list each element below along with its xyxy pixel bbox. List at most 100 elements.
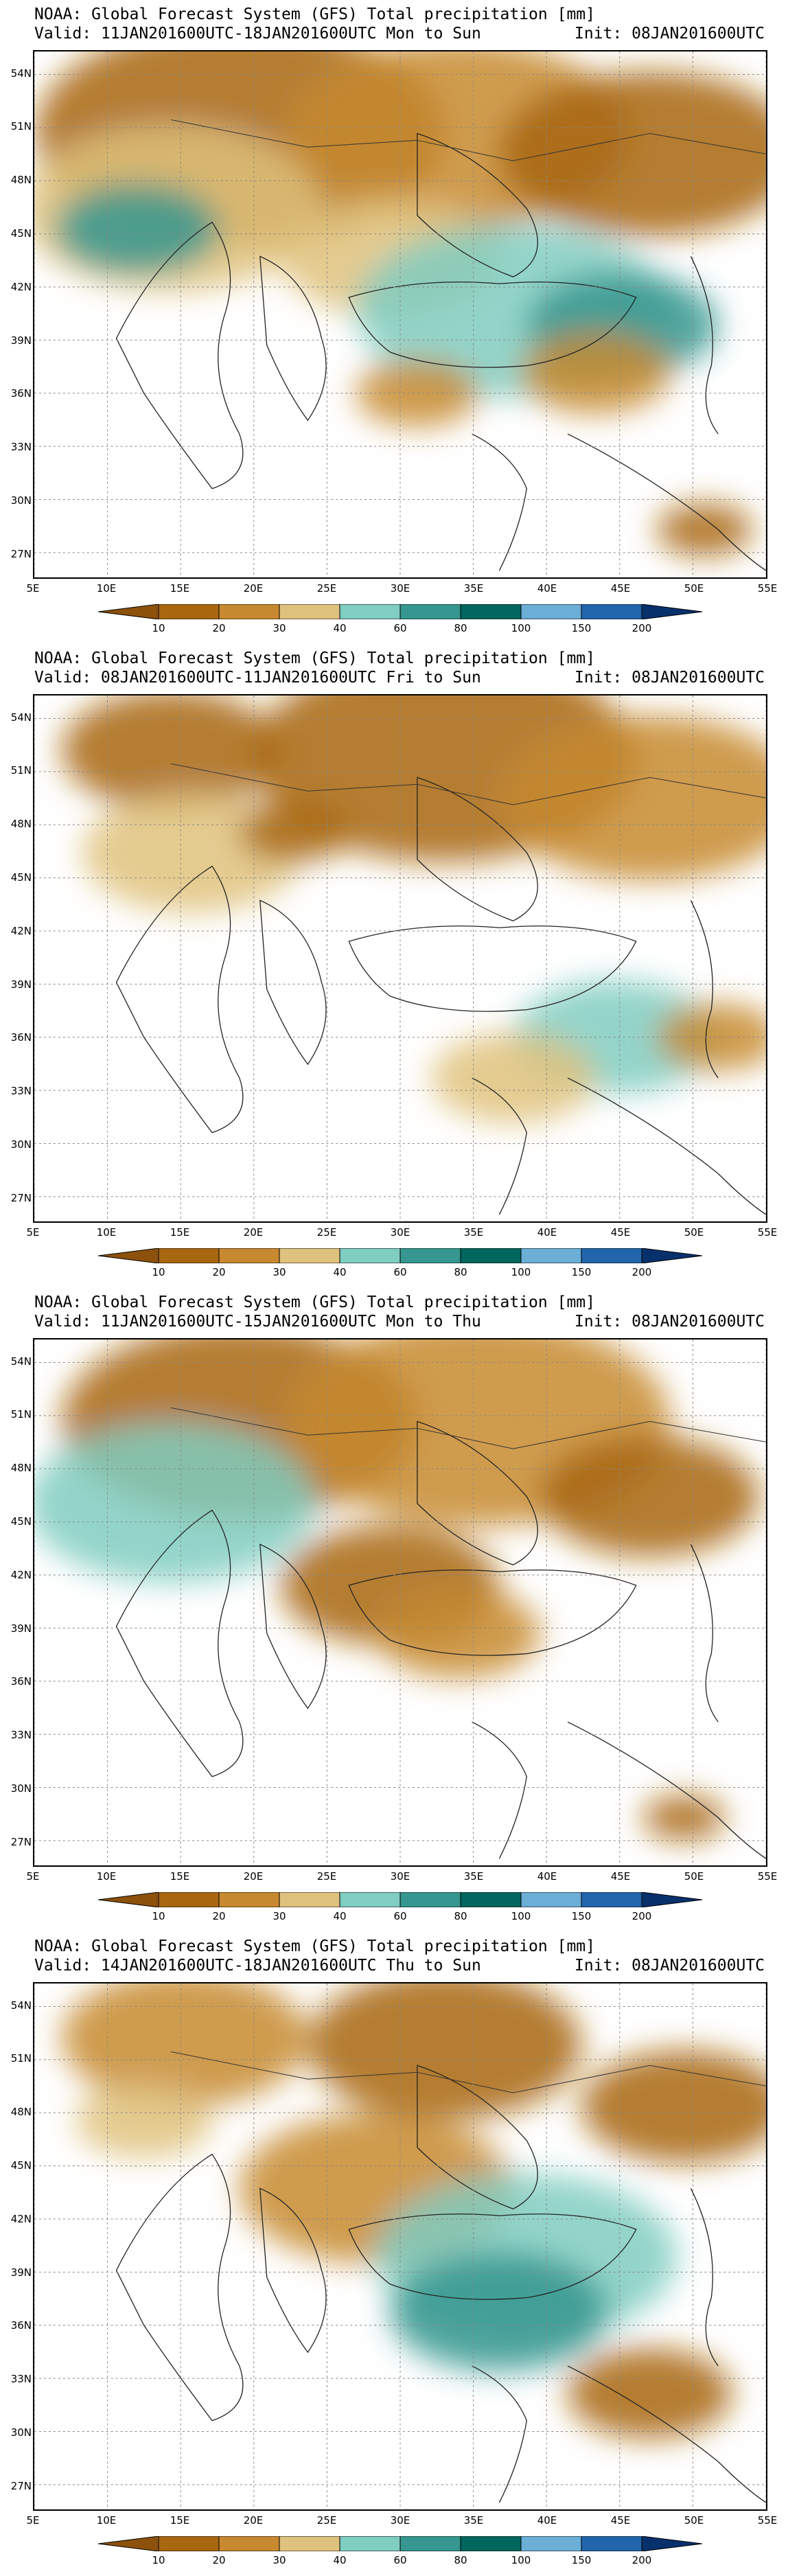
latitude-tick-label: 39N <box>10 1622 32 1635</box>
colorbar-label: 40 <box>333 1910 347 1922</box>
longitude-tick-label: 50E <box>684 1870 704 1883</box>
colorbar-label: 20 <box>212 622 226 634</box>
panel-init-time: Init: 08JAN201600UTC <box>575 1313 765 1331</box>
latitude-tick-label: 36N <box>10 387 32 400</box>
longitude-tick-label: 30E <box>390 582 410 595</box>
panel-title: NOAA: Global Forecast System (GFS) Total… <box>34 5 595 23</box>
colorbar-labels: 10 20 30 40 60 80 100 150 200 <box>0 622 788 636</box>
colorbar-label: 100 <box>511 1910 531 1922</box>
panel-init-time: Init: 08JAN201600UTC <box>575 669 765 687</box>
latitude-tick-label: 36N <box>10 2319 32 2332</box>
colorbar-label: 100 <box>511 2554 531 2566</box>
latitude-tick-label: 33N <box>10 1085 32 1098</box>
longitude-tick-label: 40E <box>537 2514 557 2527</box>
longitude-tick-label: 5E <box>26 582 40 595</box>
longitude-tick-label: 40E <box>537 582 557 595</box>
longitude-tick-label: 50E <box>684 582 704 595</box>
longitude-tick-label: 55E <box>757 582 778 595</box>
longitude-tick-label: 40E <box>537 1870 557 1883</box>
precipitation-colorbar <box>97 1247 703 1264</box>
longitude-tick-label: 55E <box>757 2514 778 2527</box>
latitude-tick-label: 51N <box>10 1408 32 1421</box>
longitude-tick-label: 55E <box>757 1870 778 1883</box>
longitude-tick-label: 35E <box>463 2514 484 2527</box>
longitude-tick-label: 40E <box>537 1226 557 1239</box>
precipitation-colorbar <box>97 2535 703 2552</box>
latitude-tick-label: 42N <box>10 280 32 293</box>
precipitation-map <box>33 1982 767 2511</box>
longitude-tick-label: 15E <box>170 2514 190 2527</box>
longitude-tick-label: 45E <box>610 1870 631 1883</box>
colorbar-labels: 10 20 30 40 60 80 100 150 200 <box>0 2554 788 2568</box>
colorbar-label: 200 <box>631 622 652 634</box>
longitude-tick-label: 10E <box>96 2514 117 2527</box>
colorbar-label: 200 <box>631 2554 652 2566</box>
longitude-tick-label: 45E <box>610 2514 631 2527</box>
precipitation-colorbar <box>97 603 703 620</box>
latitude-tick-label: 51N <box>10 2052 32 2065</box>
longitude-tick-label: 35E <box>463 582 484 595</box>
latitude-tick-label: 54N <box>10 1355 32 1368</box>
longitude-tick-label: 20E <box>243 2514 264 2527</box>
panel-title: NOAA: Global Forecast System (GFS) Total… <box>34 1293 595 1311</box>
latitude-tick-label: 45N <box>10 227 32 240</box>
longitude-tick-label: 25E <box>316 2514 337 2527</box>
longitude-tick-label: 30E <box>390 2514 410 2527</box>
longitude-tick-label: 10E <box>96 1226 117 1239</box>
longitude-tick-label: 20E <box>243 582 264 595</box>
latitude-tick-label: 27N <box>10 1191 32 1204</box>
panel-title: NOAA: Global Forecast System (GFS) Total… <box>34 649 595 667</box>
longitude-tick-label: 45E <box>610 1226 631 1239</box>
colorbar-label: 60 <box>393 1266 407 1278</box>
colorbar-label: 60 <box>393 2554 407 2566</box>
colorbar-label: 80 <box>454 1910 467 1922</box>
latitude-tick-label: 45N <box>10 1515 32 1528</box>
colorbar-label: 20 <box>212 1266 226 1278</box>
longitude-tick-label: 45E <box>610 582 631 595</box>
panel-title: NOAA: Global Forecast System (GFS) Total… <box>34 1937 595 1955</box>
latitude-tick-label: 33N <box>10 2373 32 2386</box>
longitude-tick-label: 35E <box>463 1870 484 1883</box>
longitude-tick-label: 10E <box>96 582 117 595</box>
panel-valid-range: Valid: 11JAN201600UTC-18JAN201600UTC Mon… <box>34 25 481 43</box>
latitude-tick-label: 48N <box>10 818 32 831</box>
latitude-tick-label: 30N <box>10 1138 32 1151</box>
latitude-tick-label: 33N <box>10 441 32 454</box>
longitude-tick-label: 50E <box>684 2514 704 2527</box>
colorbar-label: 10 <box>152 2554 165 2566</box>
colorbar-label: 100 <box>511 1266 531 1278</box>
latitude-tick-label: 54N <box>10 711 32 724</box>
latitude-tick-label: 51N <box>10 764 32 777</box>
latitude-tick-label: 27N <box>10 2479 32 2492</box>
colorbar-label: 30 <box>273 1910 286 1922</box>
longitude-tick-label: 15E <box>170 1226 190 1239</box>
longitude-tick-label: 25E <box>316 1226 337 1239</box>
precipitation-map <box>33 1338 767 1867</box>
longitude-tick-label: 20E <box>243 1226 264 1239</box>
colorbar-label: 40 <box>333 622 347 634</box>
longitude-tick-label: 15E <box>170 582 190 595</box>
colorbar-label: 10 <box>152 1266 165 1278</box>
latitude-tick-label: 39N <box>10 2266 32 2279</box>
latitude-tick-label: 27N <box>10 547 32 560</box>
colorbar-label: 30 <box>273 1266 286 1278</box>
colorbar-label: 40 <box>333 2554 347 2566</box>
precipitation-map <box>33 50 767 579</box>
precipitation-colorbar <box>97 1891 703 1908</box>
colorbar-label: 80 <box>454 2554 467 2566</box>
colorbar-label: 60 <box>393 1910 407 1922</box>
latitude-tick-label: 30N <box>10 2426 32 2439</box>
colorbar-label: 200 <box>631 1910 652 1922</box>
longitude-tick-label: 5E <box>26 2514 40 2527</box>
colorbar-label: 40 <box>333 1266 347 1278</box>
latitude-tick-label: 27N <box>10 1835 32 1848</box>
colorbar-label: 20 <box>212 1910 226 1922</box>
forecast-panel: NOAA: Global Forecast System (GFS) Total… <box>0 0 788 644</box>
colorbar-label: 30 <box>273 2554 286 2566</box>
latitude-tick-label: 30N <box>10 1782 32 1795</box>
latitude-tick-label: 48N <box>10 174 32 187</box>
longitude-tick-label: 35E <box>463 1226 484 1239</box>
forecast-panel: NOAA: Global Forecast System (GFS) Total… <box>0 1288 788 1932</box>
colorbar-label: 150 <box>571 1266 592 1278</box>
colorbar-label: 100 <box>511 622 531 634</box>
